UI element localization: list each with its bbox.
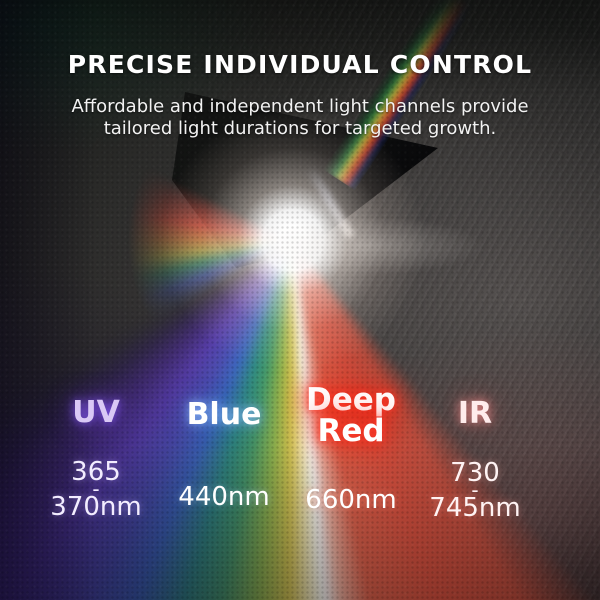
channel-deep-red-wavelength: 660nm (305, 485, 397, 515)
channel-blue-label: Blue (186, 397, 262, 432)
subtitle-line-1: Affordable and independent light channel… (71, 96, 529, 117)
channel-deep-red-label-line-1: Deep (306, 382, 396, 418)
channel-uv-wavelength-dash: - (92, 477, 100, 501)
page-title: PRECISE INDIVIDUAL CONTROL (67, 50, 533, 79)
channel-ir-wavelength-end: 745nm (429, 493, 521, 523)
channel-deep-red-label-line-2: Red (317, 413, 385, 449)
channel-ir-label: IR (457, 396, 493, 431)
channel-ir: IR 730 - 745nm (429, 396, 521, 523)
channel-uv-label: UV (72, 395, 120, 430)
page-subtitle: Affordable and independent light channel… (0, 96, 600, 140)
channel-blue: Blue 440nm (178, 397, 270, 512)
channel-blue-wavelength: 440nm (178, 482, 270, 512)
channel-ir-wavelength-dash: - (471, 478, 479, 502)
subtitle-line-2: tailored light durations for targeted gr… (103, 118, 497, 139)
channel-uv-wavelength-start: 365 (71, 457, 121, 487)
channel-uv-wavelength-end: 370nm (50, 492, 142, 522)
channel-uv: UV 365 - 370nm (50, 395, 142, 522)
channel-ir-wavelength-start: 730 (450, 458, 500, 488)
channel-deep-red: Deep Red 660nm (305, 382, 397, 515)
